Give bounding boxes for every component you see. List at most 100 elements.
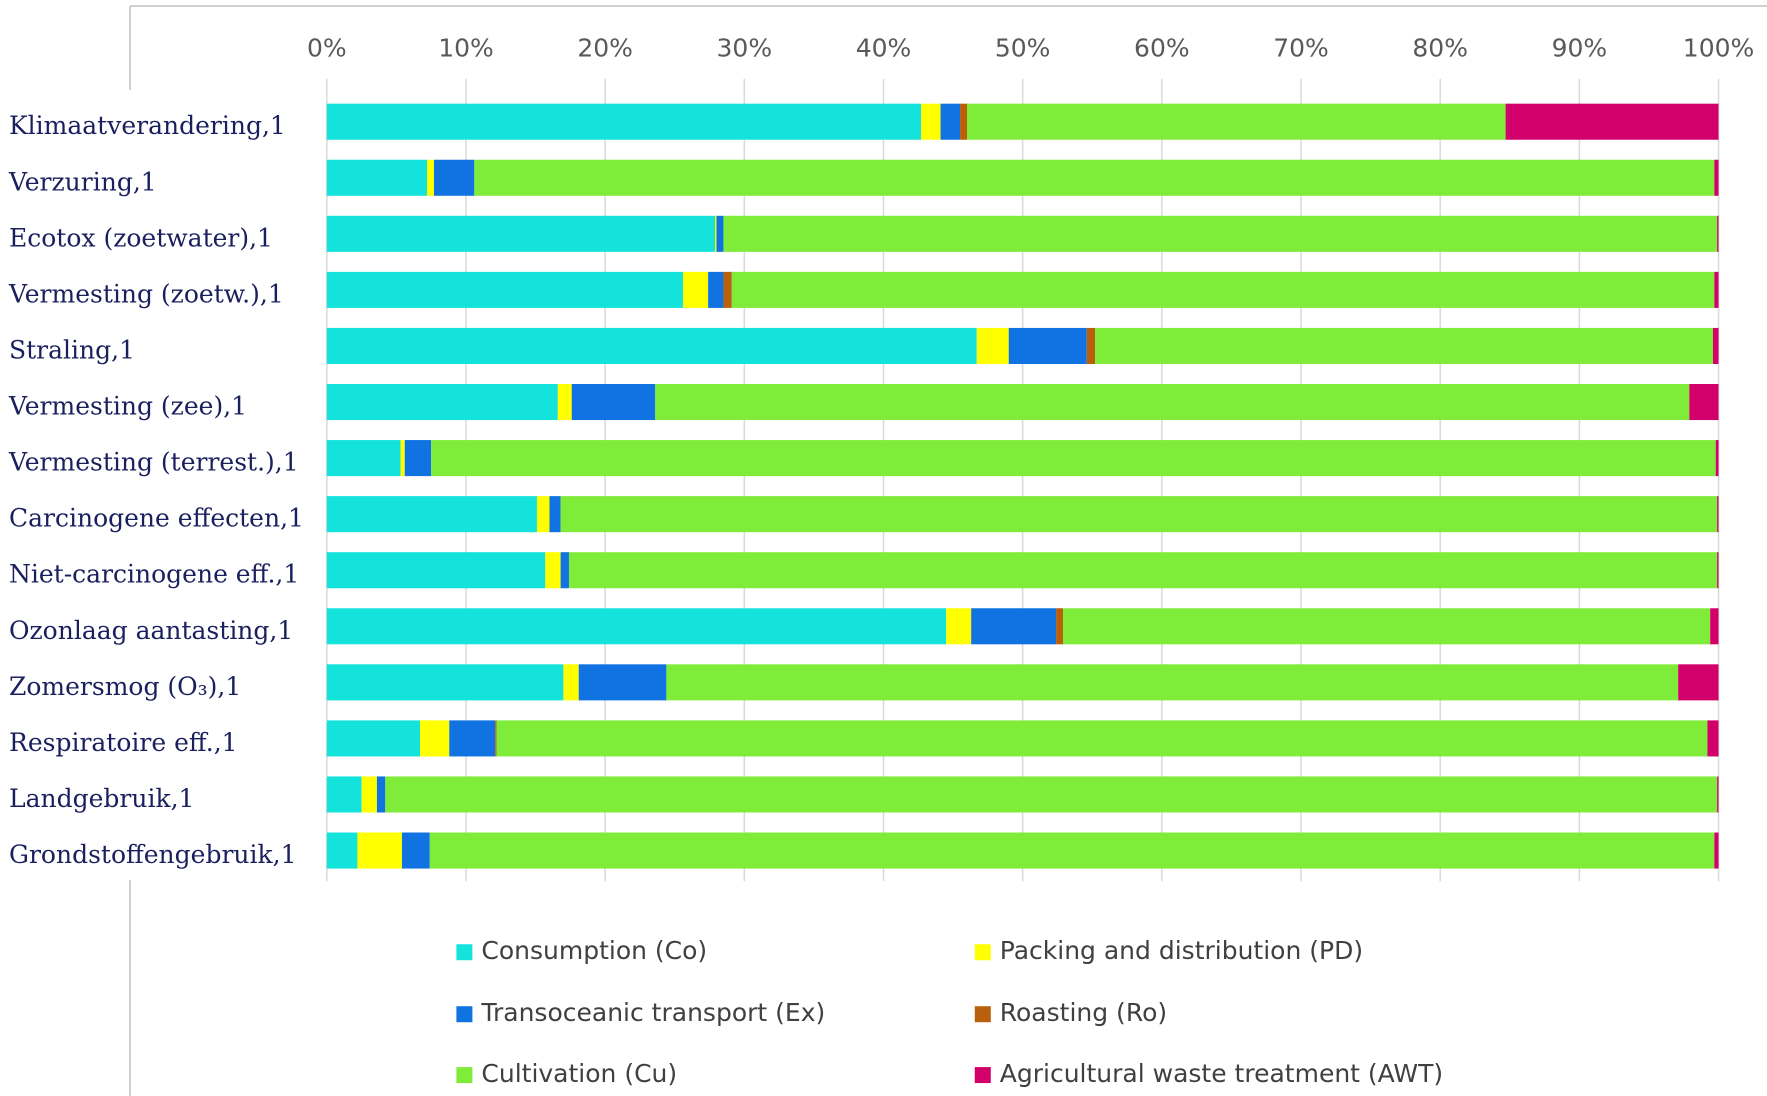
bar-segment: [1715, 440, 1719, 477]
y-tick-label: Landgebruik,1: [9, 784, 194, 813]
bar-segment: [715, 215, 717, 252]
x-tick-label: 80%: [1412, 34, 1468, 63]
bar-segment: [946, 608, 972, 645]
legend-label: Transoceanic transport (Ex): [480, 998, 825, 1027]
bar-segment: [1689, 383, 1719, 421]
bar-segment: [1095, 327, 1713, 364]
bar-segment: [474, 159, 1715, 196]
bar-segment: [1714, 832, 1719, 869]
bar-segment: [723, 271, 732, 308]
bar-segment: [731, 271, 1715, 308]
bar-segment: [560, 552, 569, 589]
bar-segment: [496, 720, 1708, 757]
bar-segment: [401, 832, 430, 869]
y-tick-label: Respiratoire eff.,1: [9, 728, 238, 757]
legend-swatch: [974, 944, 991, 961]
bar-segment: [449, 720, 496, 757]
y-tick-label: Grondstoffengebruik,1: [9, 840, 297, 869]
legend-swatch: [974, 1006, 991, 1023]
bar-segment: [326, 608, 947, 645]
bar-segment: [1712, 327, 1719, 364]
x-tick-label: 50%: [995, 34, 1051, 63]
bar-segment: [723, 215, 1718, 252]
bar-segment: [326, 383, 558, 421]
legend-swatch: [974, 1067, 991, 1084]
bar-segment: [326, 552, 546, 589]
x-tick-label: 40%: [856, 34, 912, 63]
bar-segment: [495, 720, 497, 757]
bar-segment: [971, 608, 1057, 645]
x-tick-label: 70%: [1273, 34, 1329, 63]
bar-segment: [976, 327, 1009, 364]
bar-segment: [326, 103, 922, 140]
bar-segment: [326, 720, 421, 757]
x-tick-label: 0%: [307, 34, 347, 63]
bar-segment: [940, 103, 961, 140]
bar-segment: [427, 159, 434, 196]
bar-segment: [420, 720, 450, 757]
bar-segment: [326, 271, 684, 308]
bar-segment: [716, 215, 724, 252]
bar-segment: [361, 776, 377, 813]
x-tick-label: 100%: [1683, 34, 1754, 63]
x-tick-label: 30%: [717, 34, 773, 63]
bar-segment: [1678, 664, 1719, 701]
y-tick-label: Vermesting (zee),1: [8, 392, 247, 421]
bar-segment: [1063, 608, 1711, 645]
legend-swatch: [456, 1006, 473, 1023]
bar-segment: [326, 664, 564, 701]
bar-segment: [666, 664, 1679, 701]
legend-label: Packing and distribution (PD): [1000, 936, 1363, 965]
bar-segment: [326, 327, 977, 364]
y-tick-label: Klimaatverandering,1: [9, 111, 286, 140]
bar-segment: [560, 496, 1718, 533]
bar-segment: [1717, 776, 1719, 813]
x-tick-label: 10%: [438, 34, 494, 63]
legend-swatch: [456, 944, 473, 961]
bar-segment: [1714, 271, 1719, 308]
legend-label: Roasting (Ro): [1000, 998, 1167, 1027]
bar-segment: [655, 383, 1690, 421]
bar-segment: [568, 552, 1718, 589]
bar-segment: [549, 496, 561, 533]
y-tick-label: Zomersmog (O₃),1: [9, 672, 241, 701]
bar-segment: [571, 383, 656, 421]
bar-segment: [578, 664, 667, 701]
y-tick-label: Straling,1: [9, 335, 135, 364]
bar-segment: [326, 159, 428, 196]
bar-segment: [400, 440, 405, 477]
bar-segment: [326, 215, 716, 252]
y-tick-label: Ecotox (zoetwater),1: [9, 223, 273, 252]
bar-segment: [431, 440, 1716, 477]
bar-segment: [1717, 496, 1719, 533]
y-tick-label: Carcinogene effecten,1: [9, 504, 304, 533]
y-tick-label: Vermesting (terrest.),1: [8, 448, 299, 477]
bar-segment: [385, 776, 1718, 813]
bar-segment: [683, 271, 709, 308]
bar-segment: [921, 103, 941, 140]
bar-segment: [357, 832, 402, 869]
legend-label: Cultivation (Cu): [481, 1059, 677, 1088]
bar-segment: [967, 103, 1506, 140]
bar-segment: [433, 159, 475, 196]
bar-segment: [563, 664, 579, 701]
bar-segment: [557, 383, 572, 421]
bar-segment: [960, 103, 968, 140]
y-tick-label: Ozonlaag aantasting,1: [9, 616, 293, 645]
bar-segment: [1710, 608, 1719, 645]
bar-segment: [1505, 103, 1719, 140]
bar-segment: [708, 271, 724, 308]
bar-segment: [1717, 215, 1719, 252]
bar-segment: [1714, 159, 1719, 196]
bar-segment: [326, 832, 358, 869]
bar-segment: [1086, 327, 1096, 364]
bar-segment: [404, 440, 432, 477]
legend-swatch: [456, 1067, 473, 1084]
y-tick-label: Niet-carcinogene eff.,1: [9, 560, 299, 589]
x-tick-label: 60%: [1134, 34, 1190, 63]
y-tick-label: Verzuring,1: [8, 167, 157, 196]
x-tick-label: 90%: [1552, 34, 1608, 63]
bar-segment: [536, 496, 550, 533]
bar-segment: [326, 496, 537, 533]
